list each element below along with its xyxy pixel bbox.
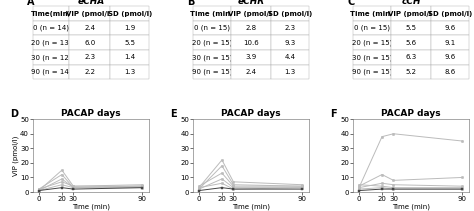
- Text: cCH: cCH: [401, 0, 421, 6]
- Text: E: E: [170, 109, 177, 119]
- Title: PACAP days: PACAP days: [382, 110, 441, 118]
- Text: B: B: [187, 0, 195, 7]
- Text: D: D: [10, 109, 18, 119]
- Title: PACAP days: PACAP days: [61, 110, 121, 118]
- Y-axis label: VIP (pmol/l): VIP (pmol/l): [12, 135, 18, 176]
- Text: F: F: [330, 109, 337, 119]
- X-axis label: Time (min): Time (min): [232, 204, 270, 210]
- Title: PACAP days: PACAP days: [221, 110, 281, 118]
- Text: eCHR: eCHR: [237, 0, 265, 6]
- Text: C: C: [347, 0, 355, 7]
- Text: A: A: [27, 0, 35, 7]
- X-axis label: Time (min): Time (min): [72, 204, 110, 210]
- X-axis label: Time (min): Time (min): [392, 204, 430, 210]
- Text: eCHA: eCHA: [78, 0, 105, 6]
